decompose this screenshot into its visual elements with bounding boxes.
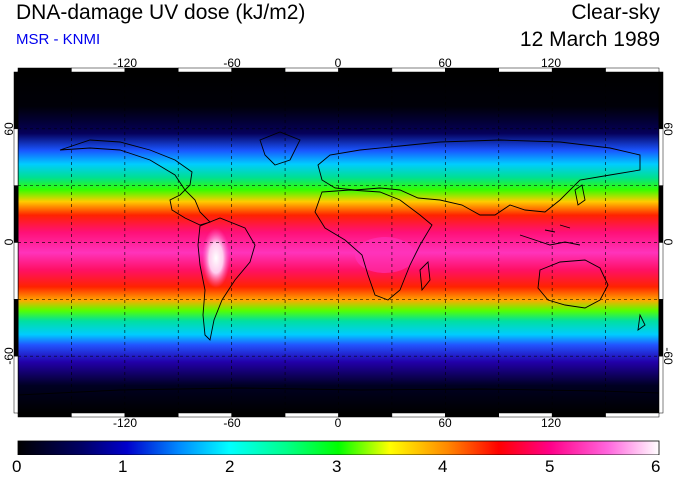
colorbar <box>17 440 660 455</box>
lon-label-bottom: -120 <box>113 416 137 430</box>
frame-tick-bar <box>17 67 72 73</box>
coastline-australia <box>537 259 609 309</box>
frame-tick-bar <box>658 71 664 130</box>
lon-label-top: 0 <box>335 56 342 70</box>
coastline-north-america <box>59 139 211 226</box>
lat-label-right: 0 <box>661 239 675 246</box>
frame-tick-bar <box>13 355 19 414</box>
lon-label-top: 120 <box>541 56 561 70</box>
frame-tick-bar <box>445 412 500 418</box>
frame-tick-bar <box>13 71 19 130</box>
colorbar-label: 0 <box>12 457 22 476</box>
colorbar-label: 2 <box>225 457 235 476</box>
coastline-new-zealand <box>637 313 646 331</box>
coastline-greenland <box>259 131 301 166</box>
coastline-madagascar <box>419 261 431 292</box>
institution-label: MSR - KNMI <box>16 31 101 48</box>
colorbar-label: 3 <box>332 457 342 476</box>
andes-uv-maximum <box>202 228 230 288</box>
lat-label-left: -60 <box>2 347 16 365</box>
lat-label-left: 0 <box>2 238 16 245</box>
frame-tick-bar <box>391 412 446 418</box>
frame-tick-bar <box>445 67 500 73</box>
lon-label-bottom: -60 <box>223 416 241 430</box>
lon-label-top: 60 <box>438 56 452 70</box>
longitude-labels-bottom: -120 -60 0 60 120 <box>113 416 561 430</box>
frame-tick-bar <box>284 67 339 73</box>
latitude-labels-left: 60 0 -60 <box>2 122 16 365</box>
lat-label-right: 60 <box>661 122 675 136</box>
lat-label-left: 60 <box>2 122 16 136</box>
colorbar-label: 6 <box>651 457 661 476</box>
frame-tick-bar <box>284 412 339 418</box>
sky-condition-label: Clear-sky <box>571 1 660 24</box>
lon-label-top: -60 <box>223 56 241 70</box>
lon-label-bottom: 120 <box>541 416 561 430</box>
lon-label-top: -120 <box>113 56 137 70</box>
lat-label-right: -60 <box>661 347 675 365</box>
frame-tick-bar <box>13 185 19 243</box>
coastline-antarctica <box>18 387 659 396</box>
lon-label-bottom: 60 <box>438 416 452 430</box>
longitude-labels-top: -120 -60 0 60 120 <box>113 56 561 70</box>
coastline-south-america <box>197 217 256 341</box>
africa-uv-high <box>355 237 415 273</box>
frame-tick-bar <box>658 128 664 186</box>
colorbar-label: 1 <box>118 457 128 476</box>
colorbar-label: 5 <box>545 457 555 476</box>
frame-tick-bar <box>17 412 72 418</box>
frame-tick-bar <box>13 128 19 186</box>
frame-tick-bar <box>13 242 19 300</box>
map-title: DNA-damage UV dose (kJ/m2) <box>16 1 306 24</box>
frame-tick-bar <box>658 355 664 414</box>
coastline-indonesia <box>519 224 581 246</box>
frame-tick-bar <box>658 242 664 300</box>
coastlines <box>18 131 659 396</box>
graticule <box>18 72 659 413</box>
frame-tick-bars <box>13 67 664 418</box>
frame-tick-bar <box>605 67 660 73</box>
frame-tick-bar <box>391 67 446 73</box>
world-uv-map: -120 -60 0 60 120 -120 -60 0 60 120 60 0… <box>2 56 675 455</box>
lon-label-bottom: 0 <box>335 416 342 430</box>
frame-tick-bar <box>338 412 393 418</box>
coastline-japan <box>574 184 586 206</box>
date-label: 12 March 1989 <box>519 28 660 51</box>
frame-tick-bar <box>338 67 393 73</box>
frame-tick-bar <box>605 412 660 418</box>
latitude-labels-right: 60 0 -60 <box>661 122 675 365</box>
frame-tick-bar <box>658 185 664 243</box>
coastline-europe-asia <box>317 139 641 216</box>
colorbar-label: 4 <box>438 457 448 476</box>
